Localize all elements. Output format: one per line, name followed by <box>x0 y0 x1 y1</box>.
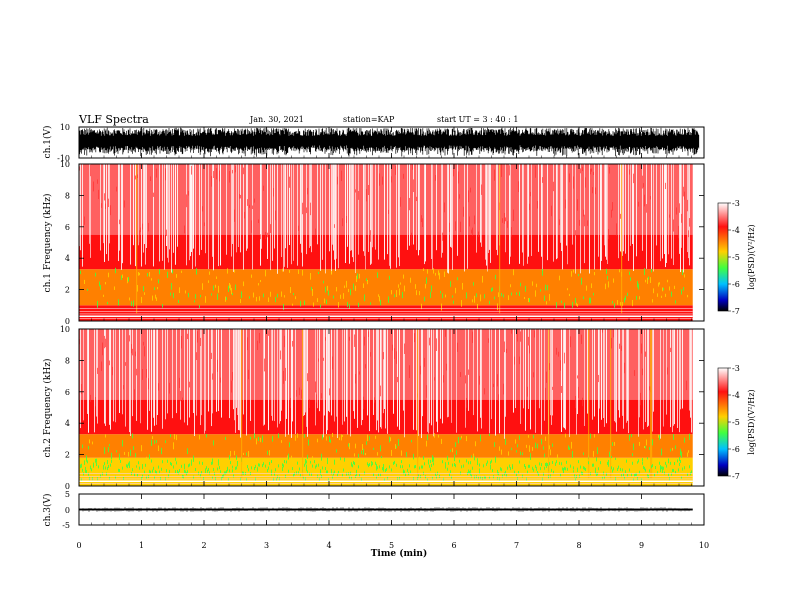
colorbar-gradient <box>717 367 729 477</box>
colorbar-tick-label: -6 <box>732 445 740 454</box>
colorbar-tick-label: -7 <box>732 307 740 316</box>
ch1-spectrogram-image <box>79 164 693 321</box>
spectrogram-band <box>79 434 693 458</box>
ch2-spectrogram-image <box>79 329 693 486</box>
time-tick-label: 6 <box>451 541 456 550</box>
colorbar-tick-label: -3 <box>732 364 740 373</box>
colorbar-tick-label: -5 <box>732 253 740 262</box>
ch1-ytick-bottom: -10 <box>57 154 70 163</box>
figure-title: VLF Spectra <box>78 113 149 126</box>
spectrogram-band <box>79 164 693 235</box>
ch1-spectrogram-panel: 0 2 4 6 8 10 ch.1 Frequency (kHz) <box>42 160 705 326</box>
ch3-ytick-top: 5 <box>65 490 70 499</box>
spectrogram-ytick-label: 8 <box>65 191 70 200</box>
ch2-colorbar: -3 -4 -5 -6 -7 log(PSD)(V²/Hz) <box>717 364 756 481</box>
time-tick-label: 7 <box>514 541 519 550</box>
time-tick-label: 8 <box>576 541 581 550</box>
spectrogram-ytick-label: 2 <box>65 451 70 460</box>
station-label: station=KAP <box>343 115 395 124</box>
ch2-spectrogram-panel: 0 2 4 6 8 10 ch.2 Frequency (kHz) <box>42 325 705 491</box>
ch3-waveform-ylabel: ch.3(V) <box>42 494 53 527</box>
spectrogram-band <box>79 234 693 270</box>
colorbar-tick-label: -4 <box>732 226 740 235</box>
time-tick-label: 9 <box>639 541 644 550</box>
ch1-ytick-top: 10 <box>60 123 70 132</box>
ch2-spectrogram-ylabel: ch.2 Frequency (kHz) <box>42 359 53 458</box>
time-tick-label: 0 <box>76 541 81 550</box>
time-tick-label: 5 <box>389 541 394 550</box>
colorbar-gradient <box>717 202 729 312</box>
spectrogram-ytick-label: 4 <box>65 254 70 263</box>
spectrogram-ytick-label: 10 <box>60 160 70 169</box>
spectrogram-ytick-label: 10 <box>60 325 70 334</box>
time-tick-label: 4 <box>326 541 331 550</box>
colorbar-tick-label: -6 <box>732 280 740 289</box>
spectrogram-band <box>79 305 693 321</box>
spectrogram-ytick-label: 6 <box>65 388 70 397</box>
spectrogram-ytick-label: 6 <box>65 223 70 232</box>
time-axis: 0 1 2 3 4 5 6 7 8 9 10 <box>76 127 709 550</box>
ch3-waveform-band <box>79 508 693 511</box>
colorbar-tick-label: -4 <box>732 391 740 400</box>
date-label: Jan. 30, 2021 <box>249 115 304 124</box>
colorbar-label: log(PSD)(V²/Hz) <box>747 224 756 289</box>
colorbar-tick-label: -5 <box>732 418 740 427</box>
spectrogram-ytick-label: 0 <box>65 317 70 326</box>
spectrogram-ytick-label: 4 <box>65 419 70 428</box>
ch1-spectrogram-ylabel: ch.1 Frequency (kHz) <box>42 194 53 293</box>
colorbar-tick-label: -7 <box>732 472 740 481</box>
spectrogram-ytick-label: 2 <box>65 286 70 295</box>
ch1-waveform-ylabel: ch.1(V) <box>42 126 53 159</box>
colorbar-tick-label: -3 <box>732 199 740 208</box>
ch3-waveform-trace <box>78 507 693 512</box>
time-tick-label: 10 <box>699 541 709 550</box>
time-tick-label: 3 <box>264 541 269 550</box>
start-time-label: start UT = 3 : 40 : 1 <box>437 115 518 124</box>
time-tick-label: 2 <box>201 541 206 550</box>
ch3-ytick-bottom: -5 <box>62 521 70 530</box>
spectrogram-ytick-label: 8 <box>65 356 70 365</box>
time-axis-label: Time (min) <box>371 548 428 559</box>
colorbar-label: log(PSD)(V²/Hz) <box>747 389 756 454</box>
spectrogram-ytick-label: 0 <box>65 482 70 491</box>
ch1-colorbar: -3 -4 -5 -6 -7 log(PSD)(V²/Hz) <box>717 199 756 316</box>
time-tick-label: 1 <box>139 541 144 550</box>
ch3-ytick-mid: 0 <box>65 506 70 515</box>
ch1-waveform-panel: 10 -10 ch.1(V) <box>42 123 705 163</box>
